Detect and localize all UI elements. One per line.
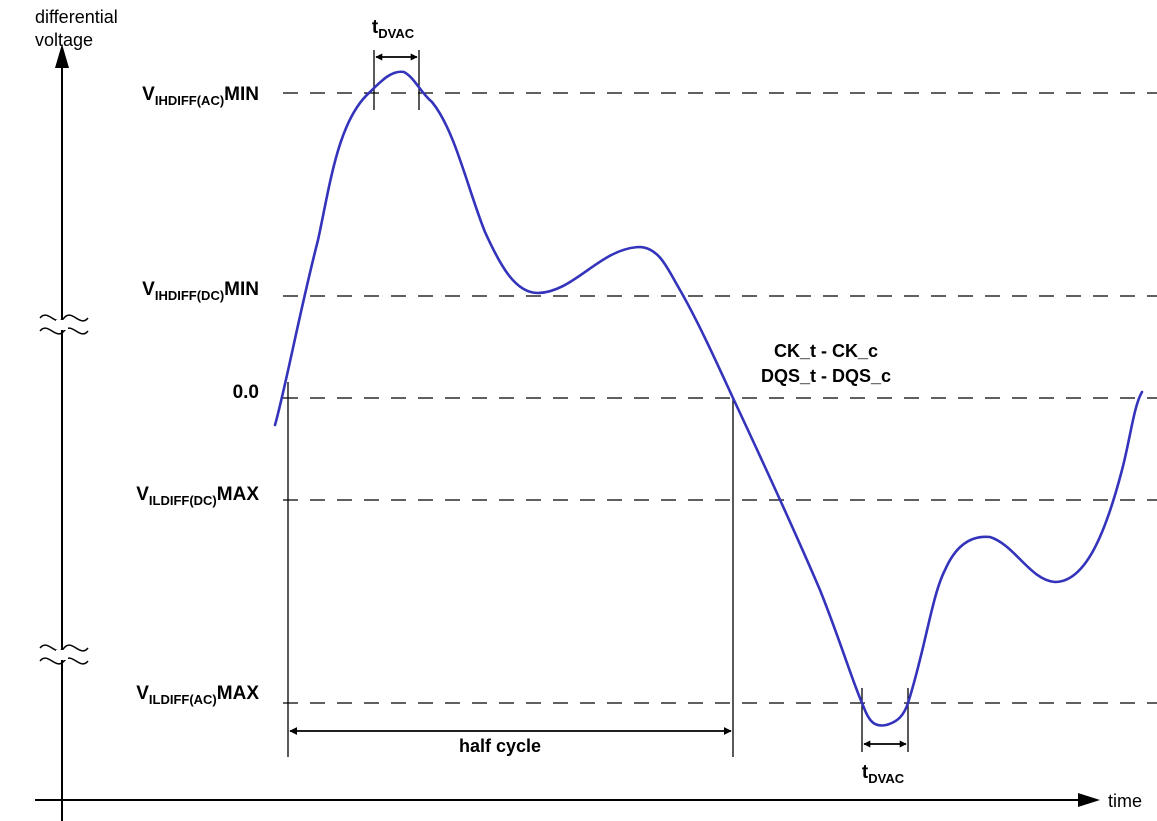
vihdiff-ac-min-label: VIHDIFF(AC)MIN <box>142 84 259 108</box>
vihdiff-dc-min-label: VIHDIFF(DC)MIN <box>142 279 259 303</box>
axis-break-symbol-upper <box>39 314 89 335</box>
tdvac-top-label: tDVAC <box>372 17 415 41</box>
signal-label-dqs: DQS_t - DQS_c <box>761 366 891 386</box>
x-axis-title: time <box>1108 791 1142 811</box>
y-axis-title-line1: differential <box>35 7 118 27</box>
y-axis-arrow <box>55 44 69 68</box>
zero-label: 0.0 <box>233 382 259 403</box>
vildiff-dc-max-label: VILDIFF(DC)MAX <box>136 484 259 508</box>
tdvac-bottom-label: tDVAC <box>862 762 905 786</box>
y-axis-title-line2: voltage <box>35 30 93 50</box>
x-axis-arrow <box>1078 793 1100 807</box>
vildiff-ac-max-label: VILDIFF(AC)MAX <box>136 683 259 707</box>
half-cycle-label: half cycle <box>459 736 541 756</box>
signal-label-ck: CK_t - CK_c <box>774 341 878 361</box>
axis-break-symbol-lower <box>39 644 89 665</box>
differential-signal-waveform <box>273 70 1144 727</box>
